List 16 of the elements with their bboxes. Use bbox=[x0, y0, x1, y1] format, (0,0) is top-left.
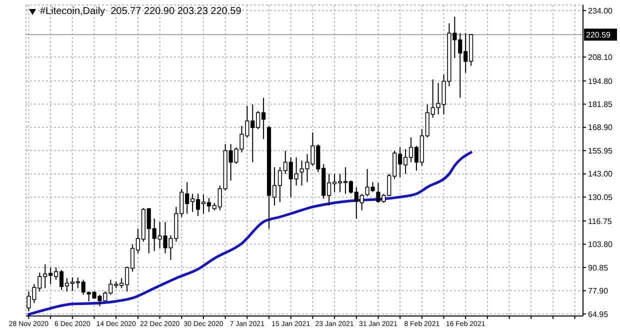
y-tick-label: 116.75 bbox=[588, 216, 612, 226]
line-series bbox=[27, 151, 472, 316]
y-tick-label: 181.85 bbox=[588, 100, 614, 109]
y-tick-label: 234.00 bbox=[588, 6, 614, 16]
y-tick-label: 130.05 bbox=[588, 192, 614, 202]
y-tick-label: 64.95 bbox=[588, 310, 609, 319]
y-tick-label: 143.00 bbox=[588, 170, 614, 179]
y-tick-label: 168.90 bbox=[588, 123, 614, 132]
y-tick-label: 103.80 bbox=[588, 240, 614, 250]
chart-title: #Litecoin,Daily 205.77 220.90 203.23 220.59 bbox=[40, 6, 242, 17]
y-tick-label: 155.95 bbox=[588, 146, 614, 156]
ref-line-label: 220.59 bbox=[586, 30, 612, 40]
y-tick-label: 77.90 bbox=[588, 286, 609, 296]
y-tick-label: 194.80 bbox=[588, 76, 614, 86]
y-tick-label: 90.85 bbox=[588, 263, 609, 272]
y-tick-label: 208.10 bbox=[588, 52, 614, 62]
